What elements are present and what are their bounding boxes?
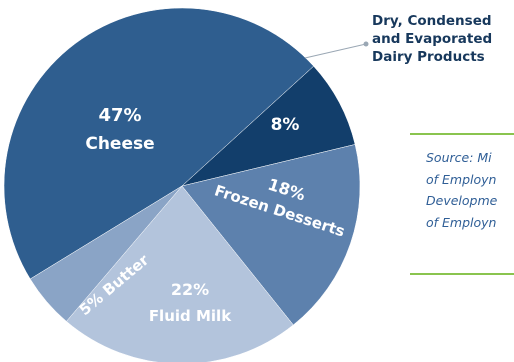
source-line-2: of Employn [426, 171, 497, 187]
cheese-percent-label: 47% [98, 105, 141, 126]
cheese-slice [3, 7, 315, 280]
dry-dairy-percent-label: 8% [271, 115, 300, 135]
source-line-4: of Employn [426, 214, 497, 230]
fluid-milk-name-label: Fluid Milk [149, 307, 232, 325]
callout-leader-line [304, 43, 367, 59]
source-note: Source: Mi of Employn Developme of Emplo… [426, 147, 514, 233]
frozen-desserts-slice [181, 144, 361, 326]
dry-dairy-slice [181, 65, 356, 187]
callout-leader-dot [363, 41, 369, 47]
source-line-1: Source: Mi [426, 150, 492, 165]
source-line-3: Developme [426, 193, 498, 208]
fluid-milk-slice [66, 185, 294, 362]
fluid-milk-percent-label: 22% [171, 280, 209, 299]
cheese-name-label: Cheese [85, 134, 154, 154]
butter-slice [29, 185, 183, 322]
source-top-rule [410, 133, 514, 135]
callout-label: Dry, Condensed and Evaporated Dairy Prod… [372, 13, 493, 65]
source-bottom-rule [410, 273, 514, 275]
